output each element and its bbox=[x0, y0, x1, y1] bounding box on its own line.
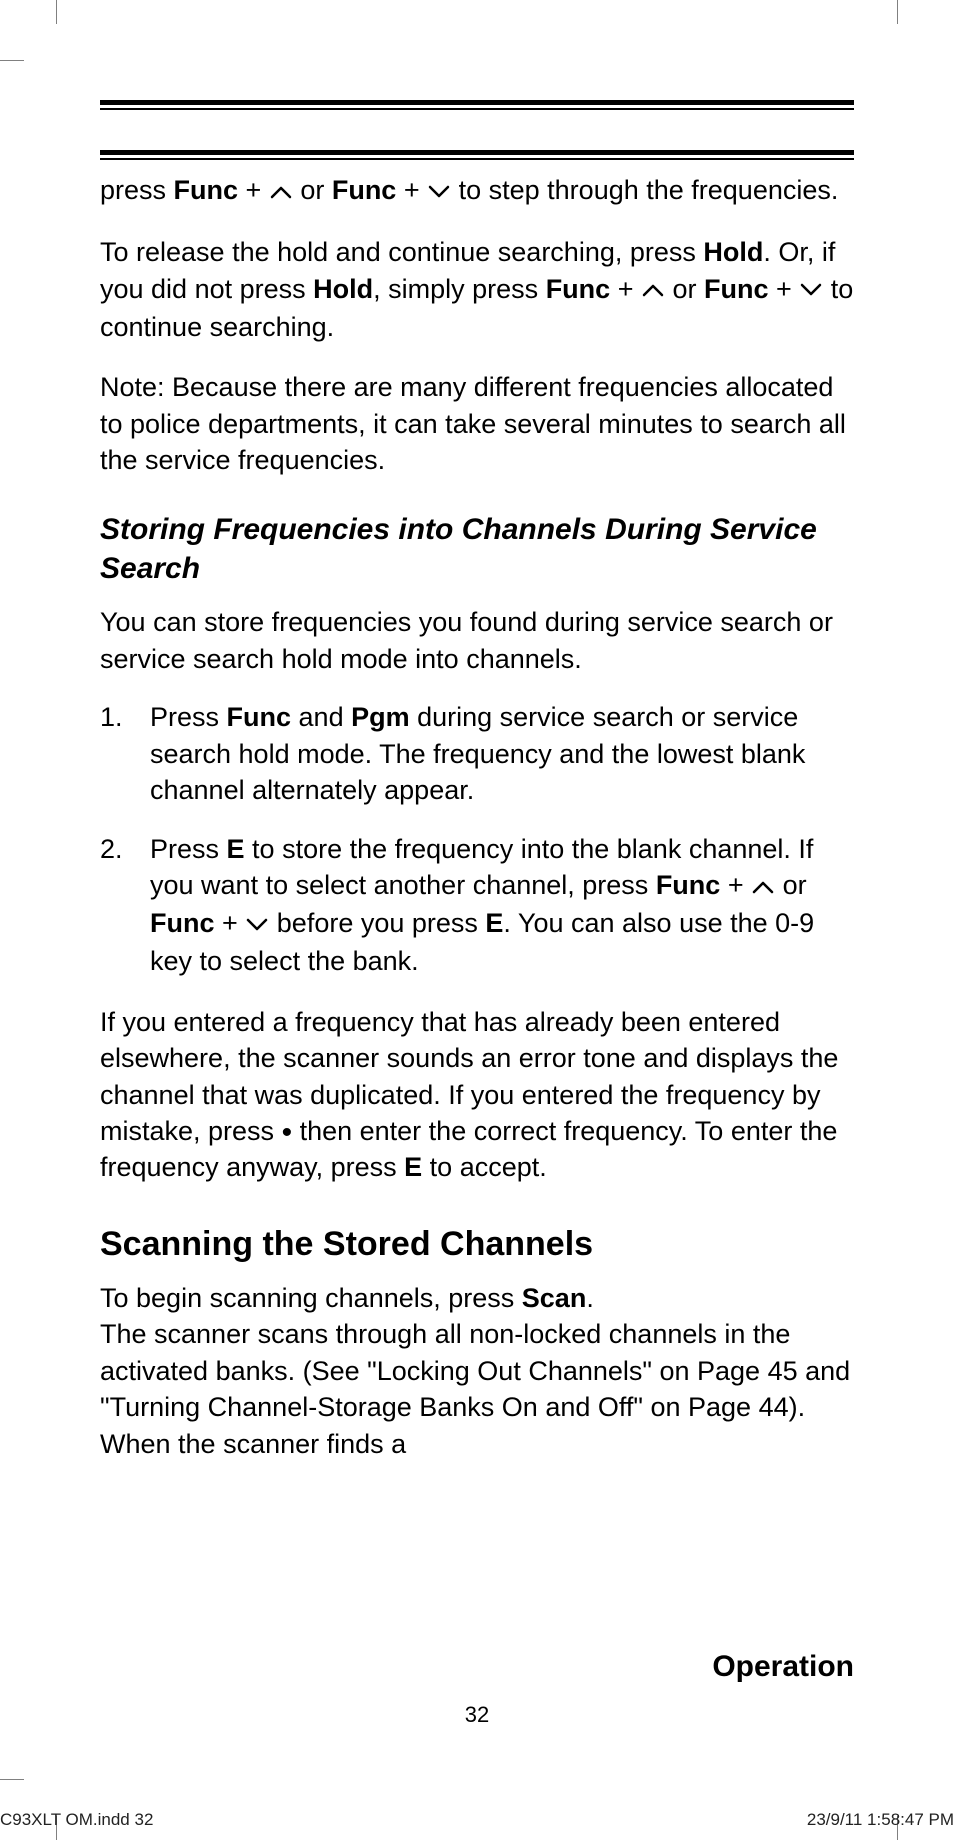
crop-mark bbox=[0, 1779, 24, 1780]
bullet-dot-icon: • bbox=[282, 1116, 293, 1149]
body-text: to accept. bbox=[422, 1152, 547, 1182]
chevron-up-icon bbox=[269, 174, 293, 210]
body-text: or bbox=[293, 175, 332, 205]
key-label: Func bbox=[656, 870, 721, 900]
body-text: The scanner scans through all non-locked… bbox=[100, 1319, 850, 1458]
section-footer-label: Operation bbox=[712, 1650, 854, 1684]
body-text: press bbox=[100, 175, 174, 205]
document-page: press Func + or Func + to step through t… bbox=[0, 0, 954, 1840]
chevron-up-icon bbox=[641, 272, 665, 308]
paragraph: press Func + or Func + to step through t… bbox=[100, 172, 854, 210]
paragraph: Note: Because there are many different f… bbox=[100, 369, 854, 478]
top-rule-2 bbox=[100, 150, 854, 160]
body-text: + bbox=[610, 274, 641, 304]
key-label: Func bbox=[332, 175, 397, 205]
top-rule bbox=[100, 100, 854, 110]
section-heading: Scanning the Stored Channels bbox=[100, 1222, 854, 1266]
chevron-up-icon bbox=[751, 869, 775, 905]
body-text: Press bbox=[150, 702, 227, 732]
body-text: + bbox=[396, 175, 427, 205]
body-text: before you press bbox=[269, 908, 485, 938]
body-text: and bbox=[291, 702, 351, 732]
body-text: or bbox=[775, 870, 807, 900]
body-text: To begin scanning channels, press bbox=[100, 1283, 522, 1313]
list-item: 2. Press E to store the frequency into t… bbox=[100, 831, 854, 980]
chevron-down-icon bbox=[799, 272, 823, 308]
key-label: Scan bbox=[522, 1283, 587, 1313]
ordered-list: 1. Press Func and Pgm during service sea… bbox=[100, 699, 854, 979]
chevron-down-icon bbox=[245, 907, 269, 943]
body-text: . bbox=[586, 1283, 594, 1313]
paragraph: You can store frequencies you found duri… bbox=[100, 604, 854, 677]
body-text: To release the hold and continue searchi… bbox=[100, 237, 703, 267]
key-label: Func bbox=[546, 274, 611, 304]
key-label: Func bbox=[150, 908, 215, 938]
subsection-heading: Storing Frequencies into Channels During… bbox=[100, 510, 854, 588]
print-footer-right: 23/9/11 1:58:47 PM bbox=[807, 1810, 954, 1830]
key-label: Hold bbox=[313, 274, 373, 304]
paragraph: To begin scanning channels, press Scan. … bbox=[100, 1280, 854, 1462]
list-number: 1. bbox=[100, 699, 123, 735]
page-number: 32 bbox=[100, 1702, 854, 1728]
key-label: Func bbox=[704, 274, 769, 304]
key-label: E bbox=[485, 908, 503, 938]
key-label: Func bbox=[174, 175, 239, 205]
content-area: press Func + or Func + to step through t… bbox=[100, 100, 854, 1740]
list-item: 1. Press Func and Pgm during service sea… bbox=[100, 699, 854, 808]
body-text: + bbox=[215, 908, 246, 938]
list-number: 2. bbox=[100, 831, 123, 867]
body-text: + bbox=[768, 274, 799, 304]
body-text: or bbox=[665, 274, 704, 304]
print-footer-left: C93XLT OM.indd 32 bbox=[0, 1810, 153, 1830]
key-label: Pgm bbox=[351, 702, 410, 732]
key-label: E bbox=[404, 1152, 422, 1182]
body-text: , simply press bbox=[373, 274, 546, 304]
body-text: + bbox=[238, 175, 269, 205]
key-label: E bbox=[227, 834, 245, 864]
body-text: Press bbox=[150, 834, 227, 864]
crop-mark bbox=[0, 60, 24, 61]
body-text: + bbox=[720, 870, 751, 900]
body-text: to step through the frequencies. bbox=[451, 175, 838, 205]
paragraph: To release the hold and continue searchi… bbox=[100, 234, 854, 345]
crop-mark bbox=[897, 0, 898, 24]
chevron-down-icon bbox=[427, 174, 451, 210]
paragraph: If you entered a frequency that has alre… bbox=[100, 1004, 854, 1186]
crop-mark bbox=[56, 0, 57, 24]
key-label: Func bbox=[227, 702, 292, 732]
key-label: Hold bbox=[703, 237, 763, 267]
